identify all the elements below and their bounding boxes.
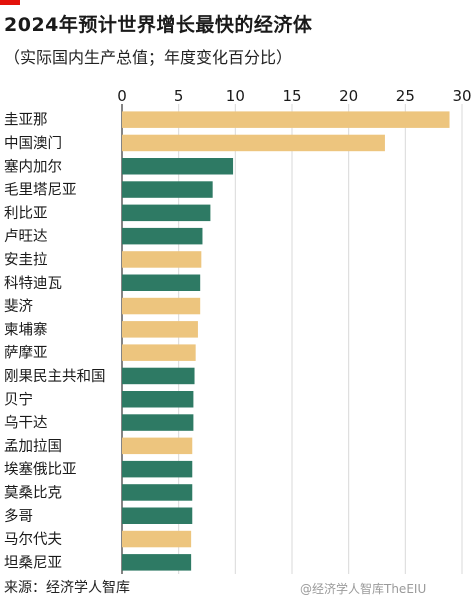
bar [122,227,203,245]
bar [122,158,234,175]
category-label: 卢旺达 [4,228,48,245]
bar [122,367,195,385]
category-label: 刚果民主共和国 [4,368,106,385]
bar [122,414,194,431]
x-tick-label: 0 [117,87,127,105]
category-label: 利比亚 [4,205,48,222]
category-label: 莫桑比克 [4,484,62,501]
watermark: @经济学人智库TheEIU [300,582,427,596]
x-tick-label: 15 [282,87,301,105]
bar [122,134,385,152]
x-tick-label: 20 [339,87,358,105]
category-label: 毛里塔尼亚 [4,182,77,199]
category-label: 马尔代夫 [4,531,62,548]
category-label: 孟加拉国 [4,438,62,455]
category-label: 中国澳门 [4,135,62,152]
source-note: 来源：经济学人智库 [4,580,130,596]
bar [122,181,213,198]
category-label: 萨摩亚 [4,344,48,362]
bar [122,554,192,571]
bar [122,344,196,361]
x-tick-label: 10 [226,87,245,105]
x-tick-label: 5 [174,87,184,105]
category-label: 贝宁 [4,391,33,408]
bar [122,321,198,338]
bar [122,204,211,222]
category-label: 斐济 [4,298,33,315]
x-tick-label: 25 [396,87,415,105]
category-label: 圭亚那 [4,112,48,129]
category-label: 多哥 [4,508,33,525]
bar [122,507,193,524]
category-label: 乌干达 [4,415,48,432]
x-tick-label: 30 [452,87,471,105]
bar [122,460,193,478]
brand-accent-bar [0,0,20,5]
bar [122,391,194,408]
category-label: 坦桑尼亚 [4,554,62,571]
chart-subtitle: （实际国内生产总值；年度变化百分比） [4,48,293,67]
bar [122,274,201,291]
bar [122,297,201,315]
bar [122,437,193,455]
chart-title: 2024年预计世界增长最快的经济体 [4,14,313,36]
category-label: 塞内加尔 [4,157,62,175]
category-label: 柬埔寨 [4,320,48,338]
bar [122,251,202,268]
bar [122,484,193,501]
category-label: 科特迪瓦 [4,275,62,292]
category-label: 埃塞俄比亚 [4,460,77,478]
category-label: 安圭拉 [4,251,48,268]
bar [122,530,192,548]
bar [122,111,450,128]
